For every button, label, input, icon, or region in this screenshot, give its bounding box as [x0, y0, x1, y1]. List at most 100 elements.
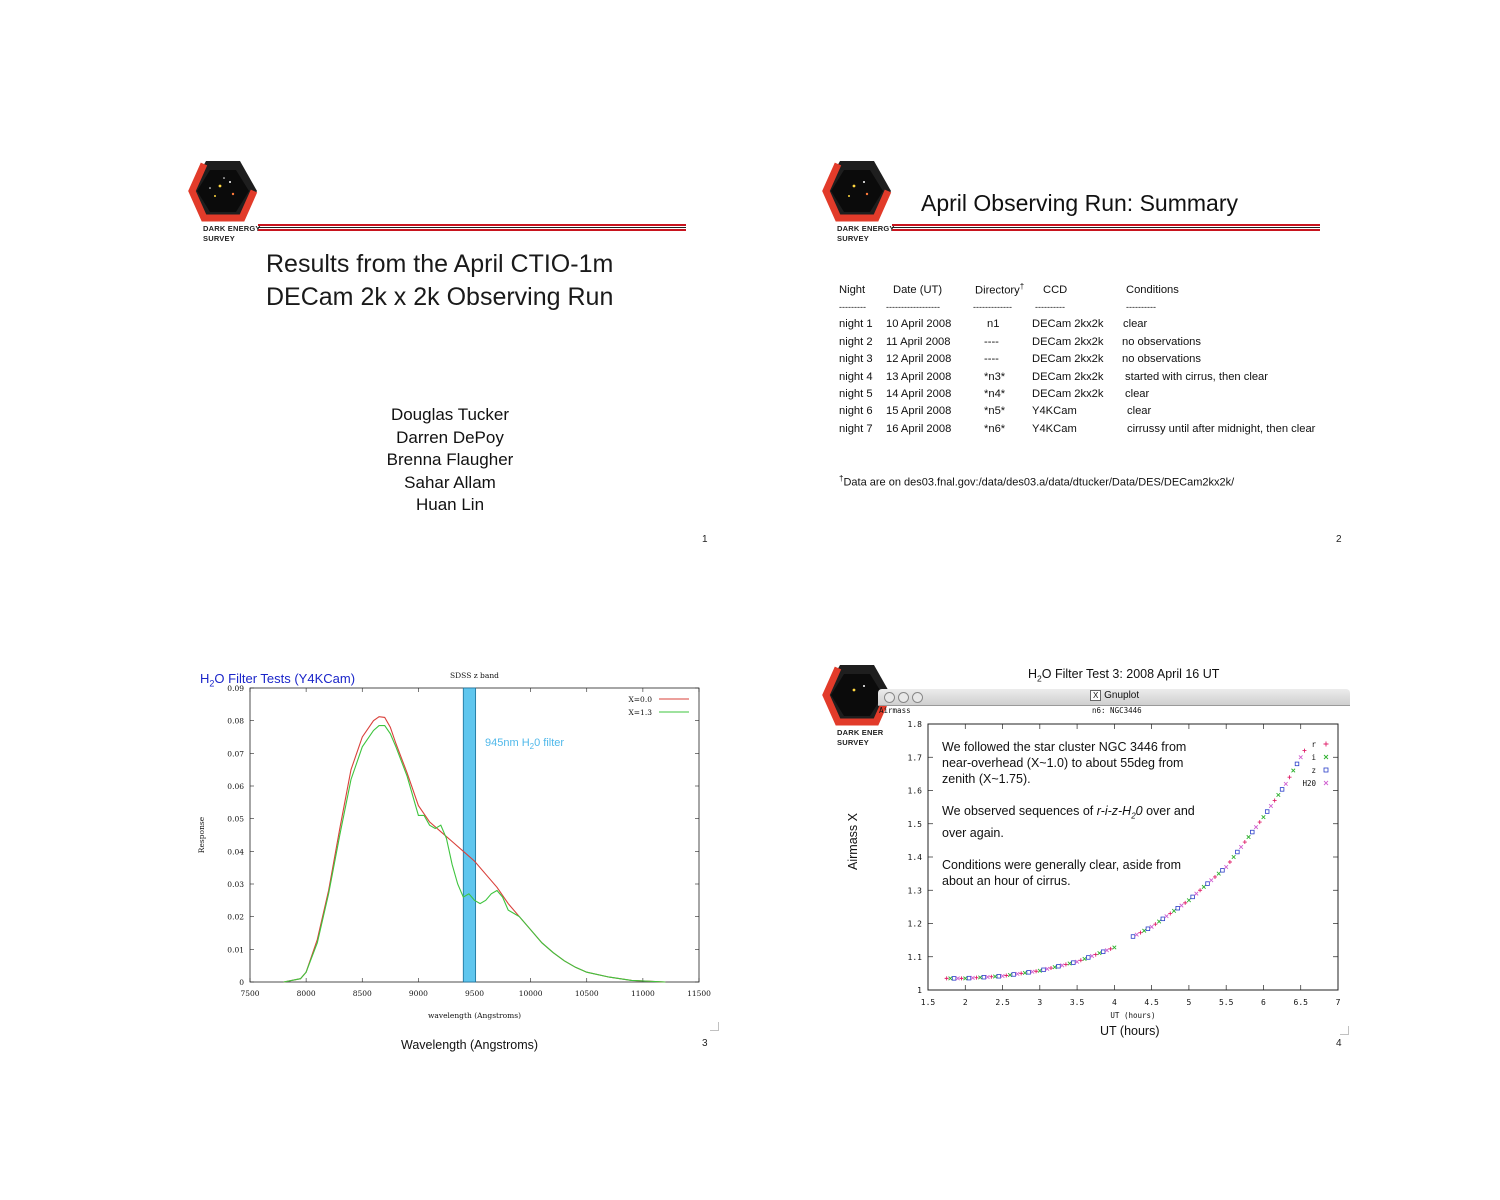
- x-tick-label: 3: [1037, 998, 1042, 1007]
- data-point-i: [948, 976, 953, 981]
- data-point-i: [1082, 956, 1087, 961]
- data-point-z: [1026, 970, 1031, 975]
- legend-label: z: [1311, 766, 1316, 775]
- y-tick-label: 1.5: [908, 820, 923, 829]
- data-point-z: [1294, 761, 1300, 767]
- logo-text: DARK ENER SURVEY: [837, 728, 884, 747]
- logo-text: DARK ENERGY SURVEY: [837, 224, 895, 243]
- table-row: night 7 16 April 2008 *n6* Y4KCam cirrussy u…: [839, 422, 1316, 435]
- data-point-r: [1138, 930, 1143, 935]
- data-point-H20: [1164, 914, 1169, 919]
- series-line-X13: [283, 725, 666, 983]
- author: Huan Lin: [415, 495, 485, 514]
- column-header: Night: [839, 283, 866, 296]
- author: Sahar Allam: [404, 472, 496, 492]
- data-point-r: [944, 976, 949, 981]
- observation-notes: We followed the star cluster NGC 3446 fr…: [942, 739, 1202, 905]
- x-tick-label: 6: [1261, 998, 1266, 1007]
- slide-title: Results from the April CTIO-1m DECam 2k …: [266, 250, 614, 311]
- data-point-H20: [1104, 948, 1110, 953]
- column-header: CCD: [1043, 283, 1068, 296]
- minimize-window-button[interactable]: [898, 692, 909, 703]
- x-axis-label-large: UT (hours): [1100, 1024, 1160, 1038]
- author: Brenna Flaugher: [386, 450, 514, 469]
- data-point-z: [1264, 809, 1270, 814]
- data-point-H20: [1060, 963, 1065, 968]
- data-point-z: [1190, 894, 1195, 900]
- data-point-r: [1213, 874, 1217, 879]
- data-point-H20: [1224, 864, 1229, 870]
- data-point-r: [1198, 888, 1203, 893]
- data-point-z: [951, 976, 957, 981]
- data-point-i: [1216, 871, 1221, 876]
- close-window-button[interactable]: [884, 692, 895, 703]
- author: Douglas Tucker: [390, 405, 510, 424]
- x-tick-label: 5.5: [1219, 998, 1234, 1007]
- plot-corner-label: Airmass: [879, 706, 911, 715]
- table-header-row: Night Date (UT) Directory† CCD Condition…: [839, 281, 1332, 298]
- data-point-H20: [1000, 973, 1005, 979]
- data-point-r: [1078, 958, 1083, 963]
- data-point-i: [963, 976, 968, 981]
- data-point-i: [1142, 928, 1147, 933]
- plot-frame: [927, 723, 1339, 991]
- data-point-z: [1071, 960, 1076, 965]
- x-tick-label: 10000: [519, 989, 543, 998]
- data-point-i: [1201, 884, 1206, 890]
- legend-marker: [1323, 754, 1329, 760]
- y-tick-label: 1.3: [908, 886, 923, 895]
- data-point-z: [966, 975, 972, 981]
- data-point-i: [1156, 919, 1162, 924]
- data-point-z: [1145, 926, 1151, 931]
- sdss-z-band-chart: SDSS z band 7500 8000 8500 9000 9500 10000 1050…: [197, 671, 711, 1020]
- data-point-z: [1160, 916, 1166, 922]
- page-number: 2: [1336, 534, 1342, 545]
- table-row: night 6 15 April 2008 *n5* Y4KCam clear: [839, 405, 1152, 418]
- page-number: 4: [1336, 1038, 1342, 1049]
- data-point-r: [1004, 973, 1009, 978]
- legend-marker: [1323, 767, 1329, 773]
- data-point-r: [1242, 840, 1247, 845]
- slide-title: H2O Filter Tests (Y4KCam): [200, 671, 356, 689]
- slide-title: H2O Filter Test 3: 2008 April 16 UT: [1028, 667, 1220, 684]
- data-point-H20: [1134, 932, 1139, 937]
- data-point-i: [1261, 814, 1266, 820]
- data-point-r: [1063, 962, 1068, 967]
- data-point-z: [1279, 787, 1285, 792]
- x-tick-label: 9500: [465, 989, 484, 998]
- data-point-r: [1019, 971, 1024, 976]
- x-tick-label: 3.5: [1070, 998, 1085, 1007]
- data-point-i: [1231, 854, 1236, 860]
- data-point-i: [992, 974, 998, 979]
- x-tick-label: 1.5: [921, 998, 936, 1007]
- legend-label: i: [1311, 753, 1316, 762]
- data-point-H20: [1194, 891, 1199, 896]
- y-tick-label: 0.09: [227, 684, 244, 693]
- data-point-i: [1097, 951, 1102, 956]
- y-tick-label: 1.4: [908, 853, 923, 862]
- data-point-r: [1227, 859, 1232, 864]
- column-header: Directory†: [975, 282, 1025, 298]
- data-point-r: [1093, 952, 1098, 957]
- legend-label: X=1.3: [628, 708, 652, 717]
- page-number: 3: [702, 1038, 708, 1049]
- y-axis-label: Airmass X: [846, 813, 860, 870]
- data-point-r: [1153, 922, 1158, 927]
- header-rule: [892, 224, 1320, 233]
- data-point-z: [1056, 964, 1061, 969]
- legend-label: r: [1311, 740, 1316, 749]
- data-point-i: [1291, 768, 1296, 773]
- data-point-i: [1186, 898, 1192, 903]
- zoom-window-button[interactable]: [912, 692, 923, 703]
- data-point-r: [989, 974, 994, 979]
- data-point-H20: [1015, 971, 1020, 977]
- gnuplot-window-titlebar[interactable]: X Gnuplot: [878, 689, 1350, 706]
- slide-2: DARK ENERGY SURVEY April Observing Run: S…: [784, 140, 1364, 560]
- data-point-i: [1067, 961, 1072, 966]
- data-point-H20: [1149, 924, 1154, 929]
- data-point-z: [996, 974, 1002, 979]
- filter-label: 945nm H20 filter: [485, 737, 565, 752]
- note-paragraph: Conditions were generally clear, aside f…: [942, 857, 1182, 888]
- slide-title: April Observing Run: Summary: [921, 190, 1238, 216]
- data-point-r: [1183, 900, 1188, 905]
